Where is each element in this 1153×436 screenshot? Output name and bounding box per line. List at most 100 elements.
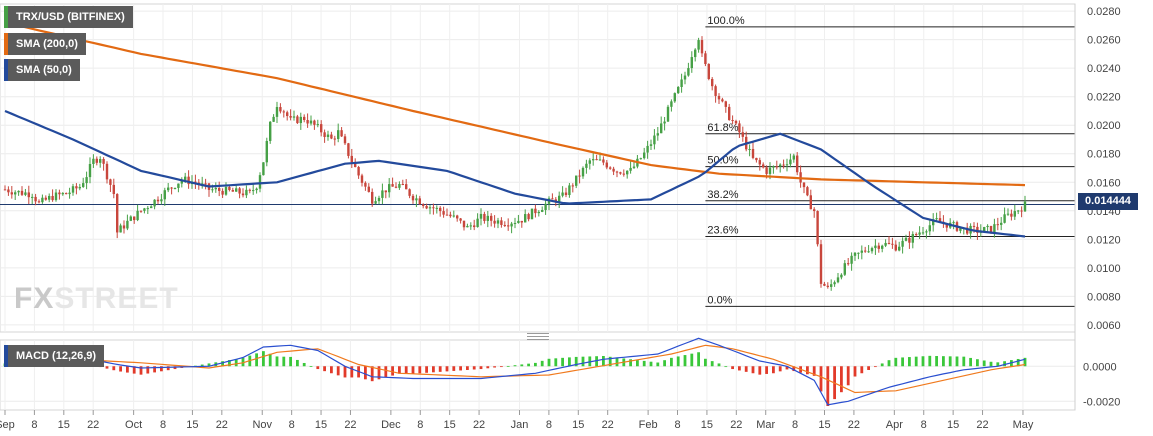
candle-body	[422, 204, 425, 206]
candle-body	[1010, 213, 1013, 217]
x-tick-label: May	[1013, 419, 1034, 431]
candle-body	[796, 155, 799, 173]
candle-body	[908, 237, 911, 243]
x-tick-label: 15	[315, 419, 327, 431]
candle-body	[126, 220, 129, 229]
candle-body	[343, 136, 347, 144]
x-tick-label: Feb	[639, 419, 658, 431]
fxstreet-logo: FXSTREET	[14, 282, 179, 316]
candle-body	[221, 190, 224, 195]
candle-body	[245, 189, 248, 196]
candle-body	[755, 157, 758, 161]
candle-body	[170, 187, 173, 189]
macd-histogram-bar	[221, 361, 224, 367]
macd-histogram-bar	[506, 365, 510, 367]
candle-body	[649, 144, 653, 146]
legend-item-macd: MACD (12,26,9)	[4, 345, 105, 367]
candle-body	[721, 99, 724, 102]
candle-body	[31, 196, 34, 198]
candle-body	[347, 143, 350, 156]
candle-body	[500, 220, 503, 225]
x-tick-label: 15	[818, 419, 830, 431]
candle-body	[673, 93, 676, 102]
macd-signal-line	[4, 344, 1026, 394]
candle-body	[938, 218, 942, 222]
candle-body	[418, 198, 421, 205]
macd-histogram-bar	[840, 366, 843, 393]
candle-body	[360, 175, 364, 183]
candle-body	[707, 64, 710, 80]
candle-body	[275, 107, 279, 117]
candle-body	[320, 124, 323, 133]
candle-body	[214, 187, 217, 190]
macd-histogram-bar	[636, 360, 639, 367]
candle-body	[615, 171, 619, 173]
candle-body	[143, 208, 146, 211]
candle-body	[231, 190, 234, 192]
macd-histogram-bar	[962, 356, 966, 367]
candle-body	[14, 192, 17, 195]
candle-body	[993, 224, 996, 233]
macd-histogram-bar	[302, 362, 306, 367]
x-tick-label: Mar	[756, 419, 775, 431]
x-tick-label: 8	[417, 419, 423, 431]
candle-body	[252, 190, 255, 192]
macd-histogram-bar	[1016, 358, 1020, 367]
macd-histogram-bar	[316, 366, 320, 370]
candle-body	[585, 163, 588, 168]
candle-body	[891, 243, 894, 245]
macd-histogram-bar	[649, 361, 653, 367]
candle-body	[840, 274, 843, 278]
x-tick-label: 22	[473, 419, 485, 431]
candle-body	[520, 220, 523, 223]
candle-body	[3, 189, 7, 191]
candle-body	[116, 194, 119, 233]
macd-histogram-bar	[445, 366, 449, 372]
candle-body	[738, 123, 741, 133]
candle-body	[88, 163, 92, 178]
macd-histogram-bar	[690, 353, 694, 367]
macd-histogram-bar	[778, 366, 782, 372]
candle-body	[806, 187, 809, 196]
macd-histogram-bar	[207, 363, 211, 367]
candle-body	[119, 225, 122, 233]
candle-body	[411, 195, 415, 201]
candle-body	[224, 186, 228, 195]
candle-body	[809, 195, 812, 210]
sma50-line	[4, 109, 1026, 238]
candle-body	[340, 130, 343, 137]
candle-body	[874, 245, 877, 249]
legend-item-sma200: SMA (200,0)	[4, 33, 86, 55]
x-tick-label: 22	[602, 419, 614, 431]
candle-body	[425, 205, 428, 209]
candle-body	[881, 245, 884, 249]
candle-body	[401, 183, 404, 185]
candle-body	[82, 183, 85, 187]
candle-body	[921, 232, 925, 234]
macd-histogram-bar	[676, 356, 680, 367]
candle-body	[34, 196, 37, 202]
macd-histogram-bar	[615, 357, 619, 367]
candle-body	[592, 159, 595, 161]
macd-histogram-bar	[969, 357, 972, 367]
candle-body	[966, 227, 969, 234]
candle-body	[286, 112, 289, 117]
macd-histogram-bar	[935, 356, 938, 367]
candle-body	[782, 164, 785, 166]
candle-body	[847, 263, 850, 265]
macd-histogram-bar	[438, 366, 442, 372]
candle-body	[1020, 210, 1023, 212]
macd-histogram-bar	[867, 366, 870, 370]
candle-body	[452, 215, 455, 217]
macd-histogram-bar	[561, 357, 564, 367]
x-tick-label: Sep	[0, 419, 15, 431]
candle-body	[469, 225, 472, 227]
candle-body	[717, 95, 721, 100]
candle-body	[544, 203, 547, 210]
candle-body	[449, 214, 452, 217]
candle-body	[853, 252, 857, 256]
macd-histogram-bar	[146, 366, 150, 374]
panel-resize-handle[interactable]	[527, 333, 549, 340]
candle-body	[58, 192, 61, 195]
macd-histogram-bar	[404, 366, 408, 374]
